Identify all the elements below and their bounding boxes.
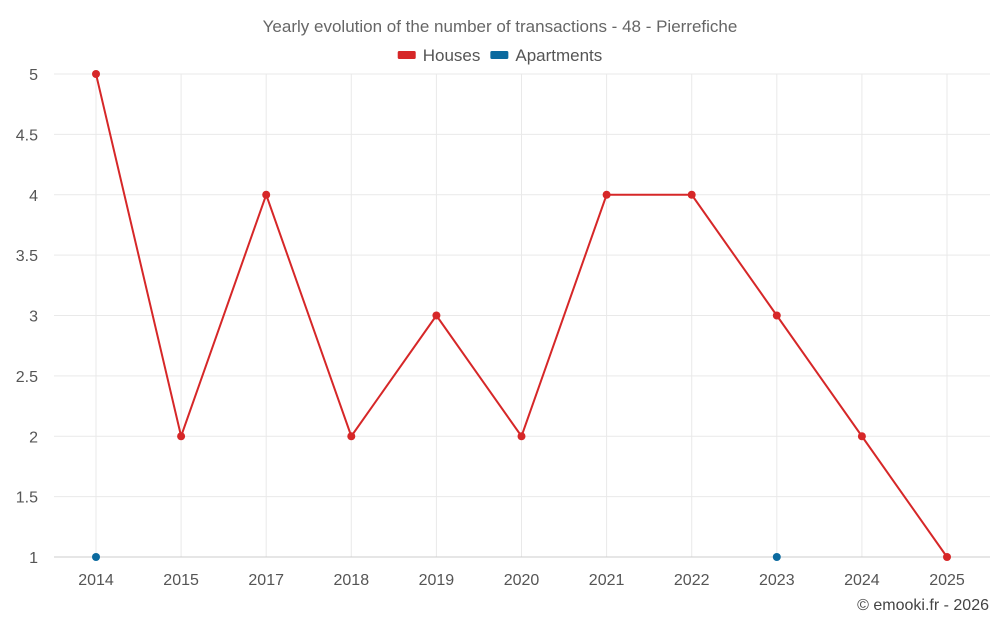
- data-point-houses[interactable]: [602, 190, 611, 199]
- x-tick-label: 2014: [78, 572, 114, 589]
- x-tick-label: 2023: [759, 572, 795, 589]
- data-point-houses[interactable]: [517, 432, 526, 441]
- y-tick-label: 2: [29, 429, 38, 446]
- chart-title: Yearly evolution of the number of transa…: [263, 17, 738, 36]
- data-point-houses[interactable]: [92, 70, 100, 78]
- y-tick-label: 2.5: [16, 369, 38, 386]
- x-tick-label: 2024: [844, 572, 880, 589]
- legend-item-apartments[interactable]: Apartments: [490, 46, 602, 65]
- y-tick-label: 3: [29, 309, 38, 326]
- credit-text: © emooki.fr - 2026: [857, 597, 989, 614]
- x-tick-label: 2020: [504, 572, 540, 589]
- data-point-houses[interactable]: [177, 432, 186, 441]
- y-tick-label: 5: [29, 67, 38, 84]
- x-tick-label: 2018: [334, 572, 370, 589]
- legend-swatch-houses: [397, 51, 416, 59]
- axes: 1 1.5 2 2.5 3 3.5 4 4.5 5 2014 2015 2017 2018 2019 202…: [16, 67, 990, 589]
- legend-item-houses[interactable]: Houses: [397, 46, 481, 65]
- data-point-apartments[interactable]: [92, 553, 100, 561]
- x-tick-label: 2021: [589, 572, 625, 589]
- x-tick-label: 2015: [163, 572, 199, 589]
- data-point-apartments[interactable]: [772, 553, 781, 561]
- x-tick-label: 2022: [674, 572, 710, 589]
- data-point-houses[interactable]: [432, 311, 441, 320]
- y-tick-label: 3.5: [16, 248, 38, 265]
- y-tick-label: 4.5: [16, 127, 38, 144]
- y-tick-label: 1.5: [16, 490, 38, 507]
- legend-label-houses: Houses: [423, 46, 481, 65]
- legend-label-apartments: Apartments: [515, 46, 602, 65]
- series-layer: [92, 70, 951, 561]
- legend-swatch-apartments: [490, 51, 509, 59]
- data-point-houses[interactable]: [262, 190, 271, 199]
- data-point-houses[interactable]: [347, 432, 356, 441]
- x-tick-label: 2019: [419, 572, 455, 589]
- data-point-houses[interactable]: [943, 553, 951, 561]
- legend[interactable]: Houses Apartments: [397, 46, 603, 65]
- y-tick-label: 1: [29, 550, 38, 567]
- x-tick-label: 2017: [248, 572, 284, 589]
- data-point-houses[interactable]: [857, 432, 866, 441]
- data-point-houses[interactable]: [687, 190, 696, 199]
- data-point-houses[interactable]: [772, 311, 781, 320]
- y-tick-label: 4: [29, 188, 38, 205]
- grid: [54, 73, 990, 557]
- x-tick-label: 2025: [929, 572, 965, 589]
